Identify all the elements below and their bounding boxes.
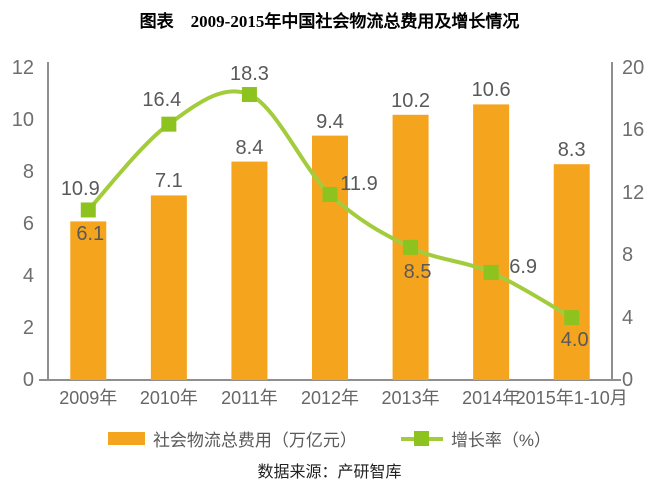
marker-2009年 <box>80 202 96 218</box>
legend-item-total-cost: 社会物流总费用（万亿元） <box>107 426 357 451</box>
marker-2015年1-10月 <box>564 310 580 326</box>
bar-2009年 <box>70 221 107 380</box>
marker-2013年 <box>403 239 419 255</box>
marker-2010年 <box>161 116 177 132</box>
marker-square-icon <box>413 431 429 446</box>
marker-2014年 <box>483 264 499 280</box>
legend-item-growth-rate: 增长率（%） <box>400 426 552 451</box>
bar-2011年 <box>231 161 268 380</box>
data-source-note: 数据来源：产研智库 <box>257 464 402 481</box>
legend-label-growth-rate: 增长率（%） <box>450 431 552 450</box>
bar-2012年 <box>312 135 348 380</box>
bar-2014年 <box>473 104 510 381</box>
bar-2015年1-10月 <box>553 164 590 380</box>
chart-legend: 社会物流总费用（万亿元） 增长率（%） <box>0 426 659 451</box>
line-marker-swatch-icon <box>400 431 443 446</box>
figure-title: 图表 2009-2015年中国社会物流总费用及增长情况 <box>139 12 520 31</box>
bar-2010年 <box>150 195 187 380</box>
bar-swatch-icon <box>107 432 145 445</box>
marker-2011年 <box>241 87 257 103</box>
marker-2012年 <box>322 186 338 202</box>
legend-label-total-cost: 社会物流总费用（万亿元） <box>152 431 357 450</box>
